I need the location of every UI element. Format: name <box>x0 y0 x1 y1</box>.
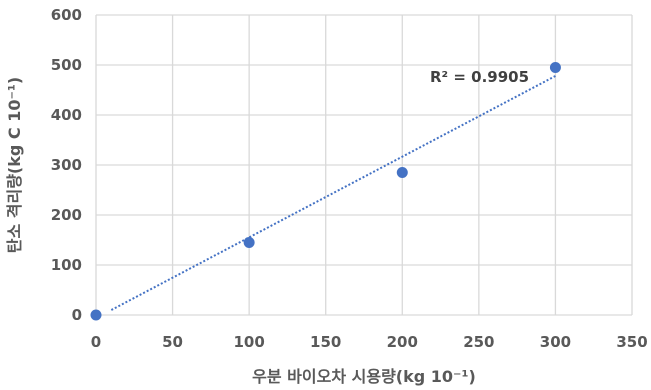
data-point <box>90 309 102 321</box>
y-tick-label: 100 <box>51 256 82 274</box>
y-tick-label: 300 <box>51 156 82 174</box>
x-tick-label: 150 <box>310 333 341 351</box>
x-tick-label: 250 <box>463 333 494 351</box>
data-point <box>396 167 408 178</box>
x-tick-label: 0 <box>91 333 101 351</box>
data-point <box>243 237 255 248</box>
data-point <box>549 62 561 73</box>
grid <box>95 14 633 316</box>
x-tick-label: 350 <box>616 333 647 351</box>
y-tick-label: 600 <box>51 6 82 24</box>
y-axis-ticks: 0 100 200 300 400 500 600 <box>51 6 82 324</box>
y-tick-label: 500 <box>51 56 82 74</box>
y-tick-label: 400 <box>51 106 82 124</box>
trendline <box>110 75 556 311</box>
x-tick-label: 200 <box>387 333 418 351</box>
trendline-group <box>110 75 556 311</box>
y-tick-label: 0 <box>72 306 82 324</box>
data-points <box>90 62 561 321</box>
x-axis-title: 우분 바이오차 시용량(kg 10⁻¹) <box>252 367 476 386</box>
y-tick-label: 200 <box>51 206 82 224</box>
x-tick-label: 100 <box>233 333 264 351</box>
x-tick-label: 50 <box>162 333 183 351</box>
x-tick-label: 300 <box>540 333 571 351</box>
x-axis-ticks: 0 50 100 150 200 250 300 350 <box>91 333 648 351</box>
r-squared-annotation: R² = 0.9905 <box>430 68 529 86</box>
y-axis-title: 탄소 격리량(kg C 10⁻¹) <box>5 77 24 254</box>
